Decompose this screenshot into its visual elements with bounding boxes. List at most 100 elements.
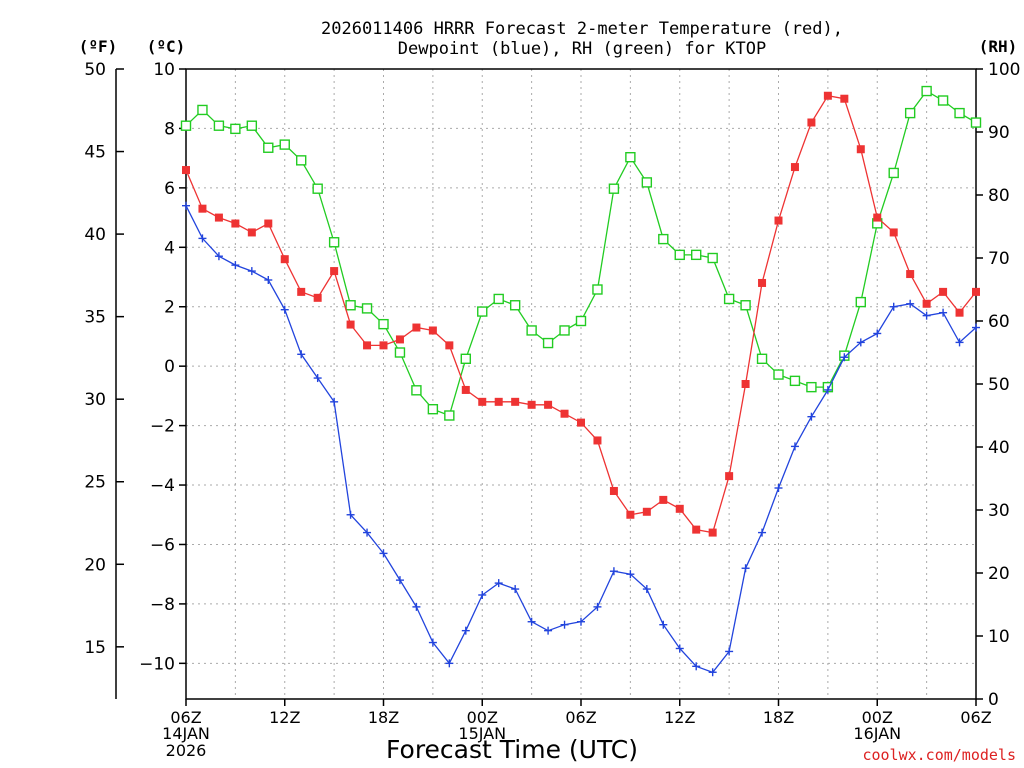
dewpoint-point — [906, 299, 915, 308]
fahrenheit-unit-label: (ºF) — [79, 37, 118, 56]
temperature-point — [264, 219, 273, 228]
fahrenheit-tick-label: 45 — [84, 143, 106, 163]
rh-point — [756, 353, 768, 364]
temperature-point — [659, 495, 668, 504]
dewpoint-point — [478, 590, 487, 599]
rh-unit-label: (RH) — [979, 37, 1018, 56]
rh-point — [411, 385, 422, 396]
rh-point — [559, 325, 570, 336]
rh-tick-label: 100 — [988, 60, 1020, 80]
rh-point — [394, 347, 406, 358]
dewpoint-series — [182, 201, 980, 677]
dewpoint-point — [889, 302, 898, 311]
rh-point — [904, 107, 916, 119]
dewpoint-point — [363, 528, 372, 537]
temperature-point — [889, 228, 898, 237]
temperature-point — [856, 145, 865, 154]
dewpoint-point — [379, 549, 388, 558]
rh-point — [509, 300, 521, 311]
rh-point — [625, 151, 636, 163]
rh-point — [658, 233, 669, 245]
temperature-point — [445, 341, 454, 350]
temperature-point — [231, 219, 240, 228]
temperature-point — [626, 510, 635, 519]
celsius-tick-label: −2 — [150, 417, 175, 437]
temperature-point — [363, 341, 372, 350]
rh-tick-label: 20 — [988, 564, 1010, 584]
dewpoint-point — [395, 576, 404, 585]
rh-point — [477, 306, 488, 317]
dewpoint-point — [494, 579, 503, 588]
dewpoint-point — [198, 234, 207, 243]
rh-point — [937, 95, 949, 106]
celsius-tick-label: −10 — [139, 654, 175, 674]
celsius-tick-label: 2 — [164, 298, 175, 318]
fahrenheit-tick-label: 40 — [84, 225, 106, 245]
celsius-tick-label: 6 — [164, 179, 175, 199]
fahrenheit-tick-label: 25 — [84, 473, 106, 493]
temperature-point — [527, 400, 536, 409]
fahrenheit-tick-label: 15 — [84, 638, 106, 658]
dewpoint-point — [297, 350, 306, 359]
x-year-label: 2026 — [166, 741, 207, 760]
rh-point — [296, 155, 307, 166]
rh-point — [279, 139, 290, 150]
temperature-point — [972, 287, 980, 296]
celsius-tick-label: 10 — [153, 60, 175, 80]
dewpoint-point — [544, 626, 553, 635]
dewpoint-point — [807, 412, 816, 421]
dewpoint-point — [182, 201, 190, 210]
temperature-point — [297, 287, 306, 296]
temperature-point — [609, 486, 618, 495]
celsius-unit-label: (ºC) — [147, 37, 186, 56]
temperature-point — [593, 436, 602, 445]
dewpoint-point — [511, 585, 520, 594]
rh-point — [361, 303, 373, 314]
x-tick-label: 06Z — [170, 708, 201, 727]
x-axis-title: Forecast Time (UTC) — [386, 735, 638, 764]
chart-title-line1: 2026011406 HRRR Forecast 2-meter Tempera… — [321, 19, 843, 39]
rh-tick-label: 10 — [988, 627, 1010, 647]
dewpoint-point — [659, 620, 668, 629]
rh-point — [954, 107, 965, 119]
dewpoint-point — [873, 329, 882, 338]
dewpoint-point — [741, 564, 750, 573]
rh-point — [493, 293, 504, 305]
dewpoint-point — [758, 528, 767, 537]
fahrenheit-axis-ticks: 50 45 40 35 30 25 20 15 — [84, 60, 124, 658]
x-tick-label: 00Z — [862, 708, 893, 727]
dewpoint-point — [790, 442, 799, 451]
rh-tick-label: 30 — [988, 501, 1010, 521]
fahrenheit-tick-label: 35 — [84, 308, 106, 328]
x-date-label: 16JAN — [853, 724, 901, 743]
dewpoint-point — [247, 267, 256, 276]
dewpoint-point — [264, 275, 273, 284]
x-date-label: 15JAN — [458, 724, 506, 743]
dewpoint-point — [527, 617, 536, 626]
temperature-point — [247, 228, 256, 237]
temperature-point — [807, 118, 816, 127]
celsius-tick-label: −6 — [150, 535, 175, 555]
dewpoint-point — [231, 261, 240, 270]
temperature-point — [511, 397, 520, 406]
dewpoint-point — [609, 567, 618, 576]
x-tick-label: 06Z — [565, 708, 596, 727]
dewpoint-point — [560, 620, 569, 629]
temperature-point — [412, 323, 421, 332]
temperature-point — [758, 278, 767, 287]
dewpoint-point — [939, 308, 948, 317]
rh-point — [855, 296, 866, 308]
rh-tick-label: 40 — [988, 438, 1010, 458]
dewpoint-point — [922, 311, 931, 320]
dewpoint-point — [461, 626, 470, 635]
celsius-tick-label: 4 — [164, 238, 175, 258]
temperature-point — [774, 216, 783, 225]
rh-point — [888, 167, 899, 179]
temperature-point — [494, 397, 503, 406]
temperature-point — [692, 525, 701, 534]
x-tick-label: 18Z — [368, 708, 399, 727]
temperature-point — [313, 293, 322, 302]
chart-title-line2: Dewpoint (blue), RH (green) for KTOP — [398, 39, 766, 59]
